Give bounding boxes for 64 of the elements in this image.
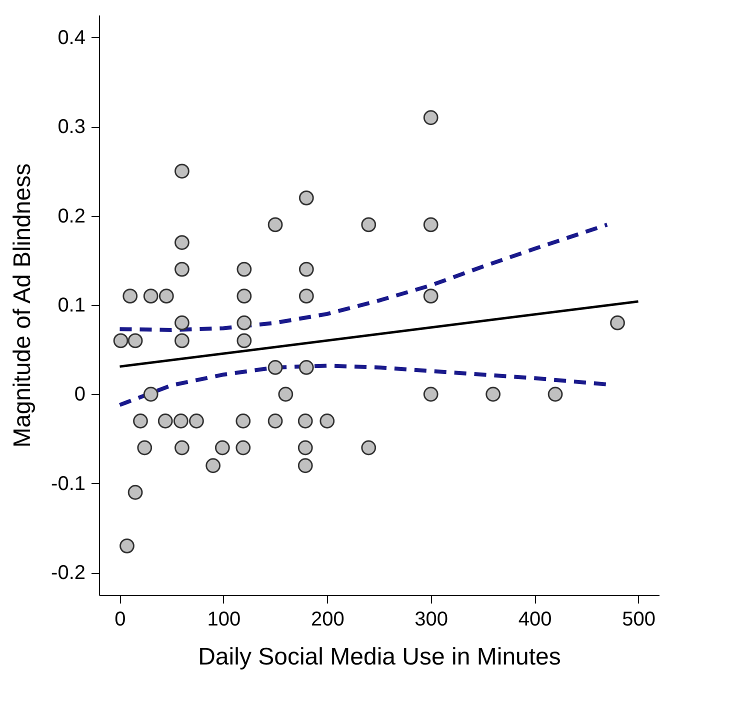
point <box>298 458 313 474</box>
point <box>128 484 143 500</box>
point <box>174 333 190 348</box>
y-tick-label: -0.1 <box>51 472 86 495</box>
point <box>278 386 294 402</box>
point <box>610 315 625 330</box>
point <box>113 333 128 348</box>
point <box>214 440 230 456</box>
y-tick-label: 0.4 <box>58 26 86 49</box>
point <box>423 386 438 402</box>
point <box>268 360 283 375</box>
point <box>298 288 314 304</box>
point <box>423 288 438 304</box>
point <box>174 164 190 179</box>
point <box>298 360 314 375</box>
point <box>548 386 563 402</box>
point <box>174 262 190 277</box>
x-tick-label: 300 <box>414 608 448 630</box>
point <box>236 414 251 428</box>
point <box>137 440 152 456</box>
x-tick-label: 0 <box>114 608 126 630</box>
y-tick-label: 0 <box>74 384 86 406</box>
point <box>423 217 438 232</box>
point <box>320 414 335 428</box>
point <box>236 315 252 330</box>
point <box>189 414 204 428</box>
point <box>174 440 190 456</box>
y-tick-label: 0.1 <box>58 294 86 316</box>
point <box>361 217 376 232</box>
point <box>158 288 174 304</box>
point <box>120 538 134 554</box>
point <box>128 333 143 348</box>
point <box>298 262 314 277</box>
line-series <box>118 222 610 332</box>
point <box>173 414 188 428</box>
point <box>143 288 158 304</box>
x-tick-label: 400 <box>518 608 552 630</box>
y-tick-label: 0.3 <box>58 116 86 138</box>
point <box>298 414 313 428</box>
point <box>122 288 138 304</box>
x-tick-label: 200 <box>310 608 344 630</box>
point <box>268 414 283 428</box>
point <box>236 262 252 277</box>
point <box>486 386 501 402</box>
point <box>158 414 173 428</box>
point <box>298 440 313 456</box>
x-tick-label: 500 <box>622 608 656 630</box>
point <box>236 333 252 348</box>
point <box>268 217 283 232</box>
point <box>236 440 251 456</box>
point <box>298 190 314 206</box>
x-axis-title: Daily Social Media Use in Minutes <box>198 644 561 670</box>
point <box>143 386 158 402</box>
point <box>206 458 221 474</box>
y-tick-label: -0.2 <box>51 562 86 584</box>
y-axis-title: Magnitude of Ad Blindness <box>9 163 36 448</box>
point <box>236 288 252 304</box>
point <box>174 235 190 250</box>
point <box>133 414 148 428</box>
point <box>361 440 376 456</box>
x-tick-label: 100 <box>207 608 241 630</box>
point <box>423 110 438 126</box>
y-tick-label: 0.2 <box>58 205 86 228</box>
point <box>174 315 190 330</box>
